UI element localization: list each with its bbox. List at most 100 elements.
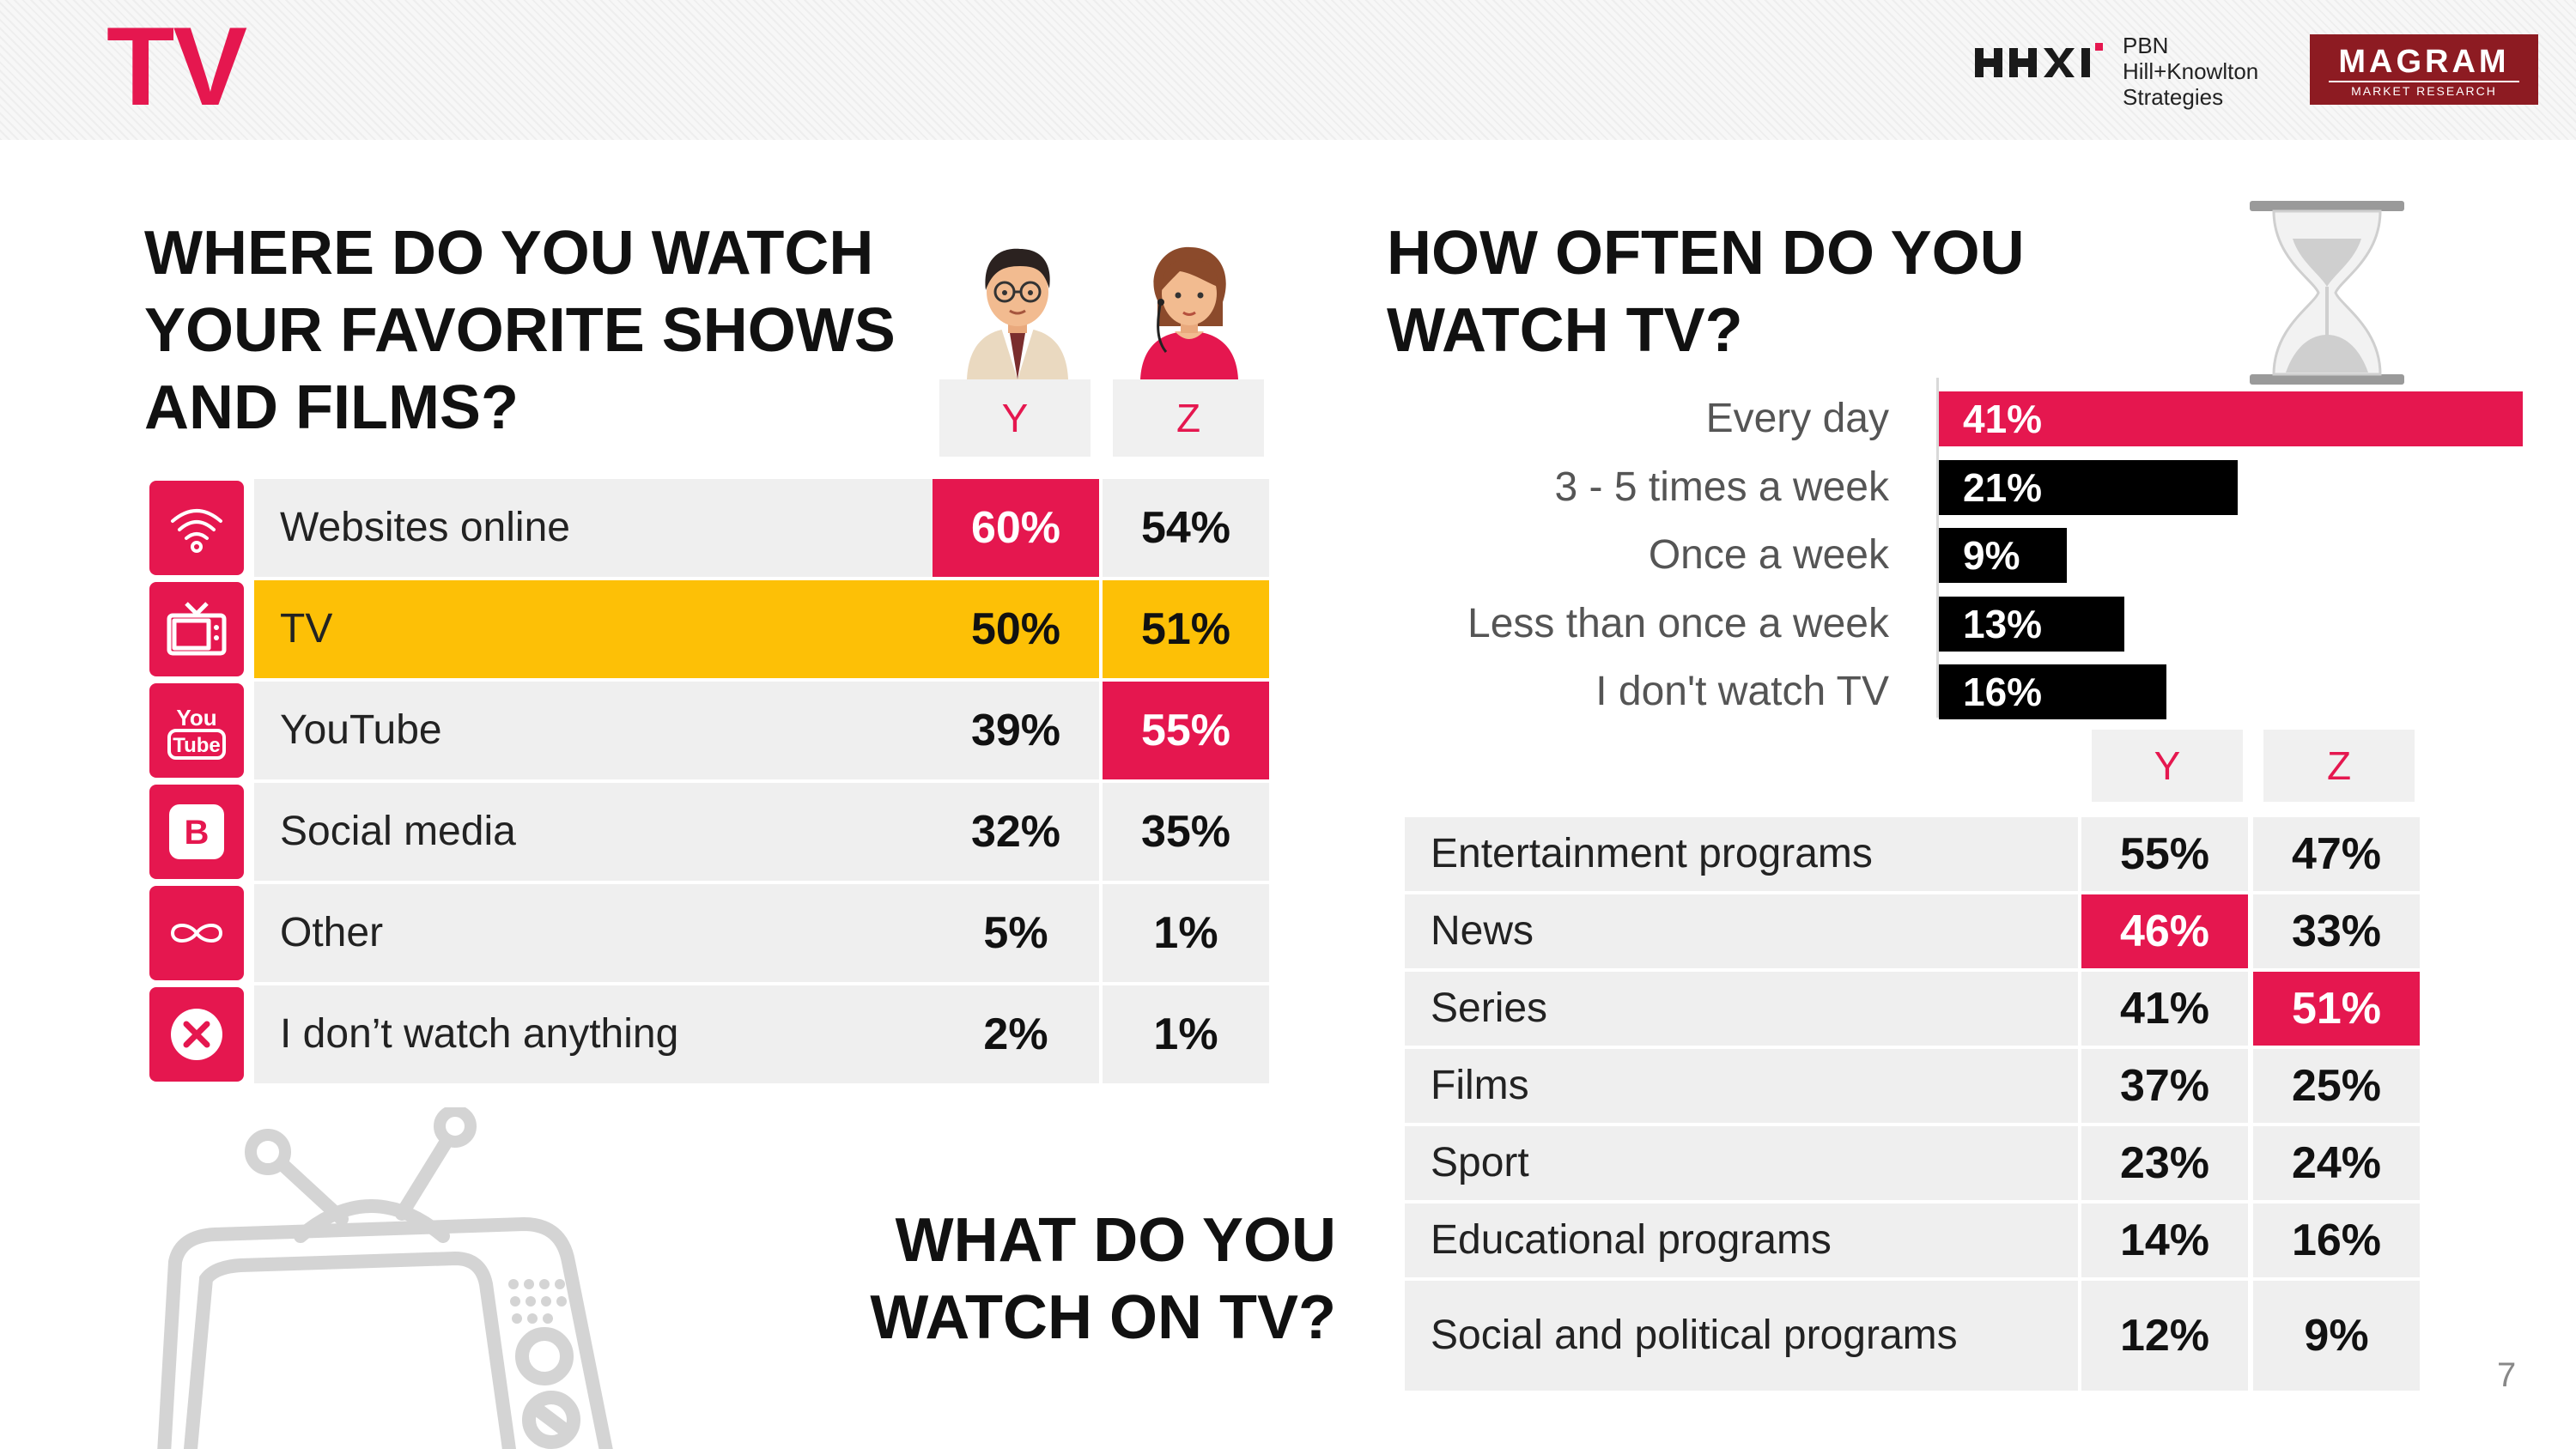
freq-label: I don't watch TV [1595, 669, 1889, 714]
value-y: 50% [933, 580, 1099, 678]
what-watch-row-entertainment-programs: Entertainment programs 55% 47% [1405, 817, 2420, 891]
where-watch-row-websites-online: Websites online 60% 54% [149, 479, 1269, 577]
freq-label: 3 - 5 times a week [1554, 464, 1889, 510]
where-watch-row-i-don-t-watch-anything: I don’t watch anything 2% 1% [149, 985, 1269, 1083]
what-watch-col-y-header: Y [2092, 730, 2243, 802]
what-watch-title-line-1: WHAT DO YOU [895, 1206, 1336, 1275]
value-y: 2% [933, 985, 1099, 1083]
value-z: 47% [2253, 817, 2420, 891]
where-watch-title-line-2: YOUR FAVORITE SHOWS [144, 296, 896, 365]
where-watch-row-social-media: B Social media 32% 35% [149, 783, 1269, 881]
value-z: 55% [1103, 682, 1269, 779]
freq-value-label: 21% [1963, 464, 2043, 510]
value-y: 41% [2081, 972, 2248, 1046]
how-often-axis [1936, 378, 1939, 718]
where-watch-row-youtube: You Tube You Tube 39% 55% [149, 682, 1269, 779]
youtube-icon: You Tube [149, 683, 244, 778]
value-y: 12% [2081, 1281, 2248, 1391]
how-often-title-line-2: WATCH TV? [1387, 296, 1743, 365]
wifi-icon [149, 481, 244, 575]
freq-bar: 13% [1939, 596, 2124, 652]
freq-label: Every day [1705, 396, 1889, 441]
value-y: 46% [2081, 894, 2248, 968]
where-watch-col-z-header: Z [1113, 379, 1264, 457]
page-title: TV [106, 3, 247, 129]
pbn-line-1: PBN [2123, 33, 2169, 58]
value-y: 32% [933, 783, 1099, 881]
value-z: 9% [2253, 1281, 2420, 1391]
infinity-icon [149, 886, 244, 980]
value-z: 33% [2253, 894, 2420, 968]
value-y: 39% [933, 682, 1099, 779]
value-z: 25% [2253, 1049, 2420, 1123]
what-watch-row-films: Films 37% 25% [1405, 1049, 2420, 1123]
pbn-logo-text: PBN Hill+Knowlton Strategies [2123, 33, 2258, 110]
where-watch-title: WHERE DO YOU WATCH YOUR FAVORITE SHOWS A… [144, 215, 986, 446]
retro-tv-illustration-icon [157, 1107, 613, 1449]
what-watch-row-social-and-political-programs: Social and political programs 12% 9% [1405, 1281, 2420, 1391]
freq-row-i-don-t-watch-tv: I don't watch TV 16% [1374, 664, 2524, 719]
row-label: Films [1405, 1049, 2078, 1123]
svg-text:You: You [176, 705, 216, 731]
value-z: 1% [1103, 884, 1269, 982]
generation-y-avatar-icon [967, 248, 1068, 379]
pbn-logo: PBN Hill+Knowlton Strategies [1975, 31, 2284, 117]
freq-value-label: 9% [1963, 533, 2020, 578]
how-often-title: HOW OFTEN DO YOU WATCH TV? [1387, 215, 2125, 369]
freq-row-every-day: Every day 41% [1374, 391, 2524, 446]
freq-row-3-5-times-a-week: 3 - 5 times a week 21% [1374, 459, 2524, 515]
value-z: 35% [1103, 783, 1269, 881]
where-watch-row-other: Other 5% 1% [149, 884, 1269, 982]
row-label: Social and political programs [1405, 1281, 2078, 1391]
value-y: 14% [2081, 1203, 2248, 1277]
pbn-line-3: Strategies [2123, 84, 2224, 110]
value-z: 1% [1103, 985, 1269, 1083]
vk-b-icon: B [149, 785, 244, 879]
tv-icon [149, 582, 244, 676]
what-watch-row-educational-programs: Educational programs 14% 16% [1405, 1203, 2420, 1277]
page-number: 7 [2497, 1356, 2517, 1394]
row-label: News [1405, 894, 2078, 968]
value-y: 60% [933, 479, 1099, 577]
where-watch-col-y-header: Y [939, 379, 1091, 457]
magram-name: MAGRAM [2338, 44, 2510, 80]
freq-value-label: 13% [1963, 601, 2043, 646]
where-watch-title-line-1: WHERE DO YOU WATCH [144, 219, 874, 288]
value-y: 23% [2081, 1126, 2248, 1200]
row-label: Series [1405, 972, 2078, 1046]
row-label: Educational programs [1405, 1203, 2078, 1277]
freq-row-less-than-once-a-week: Less than once a week 13% [1374, 596, 2524, 652]
what-watch-title-line-2: WATCH ON TV? [870, 1283, 1336, 1352]
freq-row-once-a-week: Once a week 9% [1374, 528, 2524, 583]
pbn-mark-icon [1975, 43, 2103, 77]
value-y: 5% [933, 884, 1099, 982]
value-y: 55% [2081, 817, 2248, 891]
magram-subtitle: MARKET RESEARCH [2329, 81, 2519, 98]
row-label: Entertainment programs [1405, 817, 2078, 891]
freq-label: Once a week [1648, 532, 1889, 578]
value-z: 51% [1103, 580, 1269, 678]
freq-bar: 9% [1939, 528, 2067, 583]
what-watch-row-sport: Sport 23% 24% [1405, 1126, 2420, 1200]
cross-circle-icon [149, 987, 244, 1082]
svg-text:Tube: Tube [173, 734, 221, 757]
freq-value-label: 41% [1963, 397, 2043, 441]
hourglass-icon [2250, 201, 2404, 385]
svg-text:B: B [185, 814, 210, 852]
value-z: 16% [2253, 1203, 2420, 1277]
freq-value-label: 16% [1963, 670, 2043, 714]
value-y: 37% [2081, 1049, 2248, 1123]
how-often-bar-chart: Every day 41% 3 - 5 times a week 21% Once a … [1374, 378, 2524, 738]
freq-label: Less than once a week [1467, 600, 1889, 646]
what-watch-row-series: Series 41% 51% [1405, 972, 2420, 1046]
pbn-line-2: Hill+Knowlton [2123, 58, 2259, 84]
generation-z-avatar-icon [1140, 246, 1238, 379]
freq-bar: 21% [1939, 459, 2238, 515]
freq-bar: 16% [1939, 664, 2166, 719]
what-watch-row-news: News 46% 33% [1405, 894, 2420, 968]
what-watch-title: WHAT DO YOU WATCH ON TV? [773, 1202, 1336, 1356]
value-z: 54% [1103, 479, 1269, 577]
row-label: Sport [1405, 1126, 2078, 1200]
what-watch-col-z-header: Z [2263, 730, 2415, 802]
